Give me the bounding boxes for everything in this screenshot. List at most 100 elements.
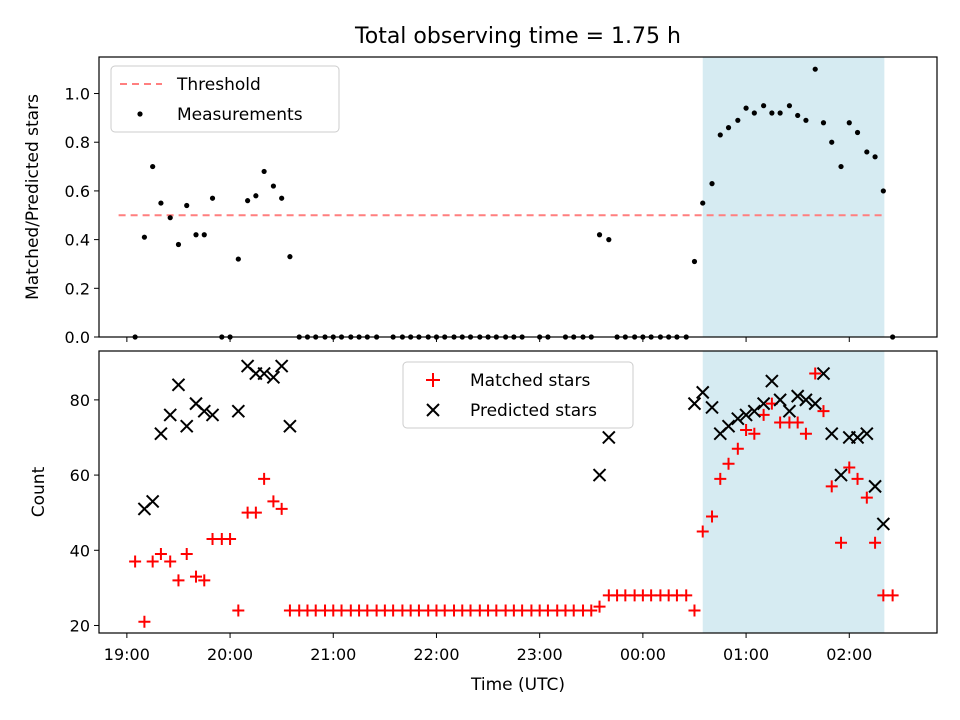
matched-star-point — [757, 408, 770, 421]
measurements-legend-swatch — [137, 111, 143, 117]
ratio-legend-box — [110, 65, 340, 133]
ratio-panel-ylabel: Matched/Predicted stars — [23, 94, 43, 300]
ratio-ytick-label: 0.8 — [65, 133, 90, 152]
predicted-star-point — [876, 517, 891, 531]
measurement-point — [854, 129, 861, 136]
count-panel-ylabel: Count — [29, 466, 49, 517]
measurement-point — [167, 215, 173, 221]
predicted-star-point — [266, 370, 281, 385]
count-panel: 20 40 60 80 Count Matched stars Predicted s… — [29, 350, 938, 635]
measurements-legend-label: Measurements — [177, 105, 303, 125]
measurement-point — [279, 195, 285, 201]
count-ytick-label: 60 — [70, 466, 90, 485]
measurement-point — [287, 254, 293, 260]
predicted-star-point — [205, 408, 220, 422]
measurement-point — [184, 202, 190, 209]
predicted-star-point — [868, 479, 882, 494]
matched-legend-swatch — [426, 373, 440, 387]
matched-legend-label: Matched stars — [470, 371, 590, 391]
matched-star-point — [593, 600, 606, 613]
matched-star-point — [164, 555, 177, 568]
matched-star-point — [275, 502, 288, 515]
xtick-label: 00:00 — [620, 645, 666, 664]
matched-star-point — [696, 525, 709, 538]
measurement-point — [158, 200, 164, 206]
measurement-point — [880, 188, 886, 194]
matched-star-point — [851, 472, 864, 485]
predicted-star-point — [860, 427, 874, 441]
xtick-label: 20:00 — [207, 645, 253, 664]
matched-star-point — [224, 533, 237, 545]
measurement-point — [270, 183, 277, 189]
matched-star-point — [809, 367, 822, 380]
matched-star-point — [860, 491, 873, 504]
count-panel-legend: Matched stars Predicted stars — [402, 361, 634, 429]
predicted-star-point — [731, 411, 745, 426]
predicted-star-point — [747, 404, 762, 418]
predicted-star-point — [231, 404, 246, 418]
predicted-star-point — [283, 419, 297, 433]
predicted-star-point — [592, 468, 607, 482]
matched-star-point — [731, 442, 744, 455]
measurement-point — [709, 181, 715, 187]
predicted-star-point — [171, 378, 186, 392]
x-axis-label: Time (UTC) — [470, 675, 565, 695]
measurement-point — [235, 256, 241, 262]
measurement-point — [201, 232, 207, 238]
measurement-point — [261, 168, 267, 175]
measurement-point — [829, 139, 835, 145]
matched-star-point — [198, 574, 211, 587]
measurement-point — [253, 193, 259, 199]
ratio-panel-frame — [98, 56, 938, 338]
matched-star-point — [232, 604, 245, 617]
ratio-panel-ticks: 0.0 0.2 0.4 0.6 0.8 1.0 — [65, 85, 99, 347]
measurement-point — [209, 195, 216, 201]
predicted-star-point — [163, 408, 177, 422]
measurement-point — [725, 125, 732, 131]
predicted-legend-swatch — [426, 403, 440, 417]
matched-star-point — [886, 589, 899, 602]
measurement-point — [803, 117, 809, 123]
count-ytick-label: 80 — [70, 391, 90, 410]
predicted-star-point — [696, 385, 710, 400]
measurement-point — [777, 110, 783, 116]
ratio-ytick-label: 1.0 — [65, 85, 90, 104]
predicted-star-point — [808, 396, 822, 411]
matched-star-point — [748, 427, 761, 440]
count-panel-ticks: 20 40 60 80 — [70, 391, 99, 635]
matched-star-point — [190, 570, 203, 583]
predicted-star-point — [773, 393, 787, 407]
matched-star-point — [585, 604, 598, 617]
measurement-point — [751, 110, 757, 116]
matched-star-point — [869, 536, 882, 549]
matched-star-point — [180, 548, 193, 561]
count-ytick-label: 40 — [70, 541, 90, 560]
measurement-point — [743, 105, 749, 111]
measurement-point — [700, 200, 706, 206]
measurement-point — [820, 120, 827, 126]
predicted-star-point — [687, 396, 702, 411]
matched-star-point — [817, 405, 830, 418]
matched-star-point — [825, 480, 838, 493]
measurement-point — [812, 66, 818, 72]
count-panel-frame — [98, 350, 938, 634]
matched-star-point — [154, 548, 167, 561]
measurement-point — [846, 120, 852, 126]
predicted-star-point — [739, 408, 753, 422]
predicted-star-point — [721, 419, 736, 433]
matched-star-point — [172, 574, 185, 587]
predicted-star-point — [705, 400, 719, 415]
ratio-ytick-label: 0.6 — [65, 182, 90, 201]
predicted-star-point — [154, 427, 168, 441]
matched-star-point — [249, 506, 262, 519]
measurement-point — [717, 132, 723, 138]
measurement-point — [150, 163, 156, 170]
predicted-legend-label: Predicted stars — [470, 401, 597, 421]
xtick-label: 01:00 — [723, 645, 769, 664]
matched-star-point — [680, 589, 693, 602]
ratio-ytick-label: 0.0 — [65, 328, 90, 347]
measurement-point — [735, 117, 741, 123]
predicted-star-point — [602, 430, 616, 445]
xtick-label: 23:00 — [517, 645, 563, 664]
measurement-point — [864, 149, 870, 155]
